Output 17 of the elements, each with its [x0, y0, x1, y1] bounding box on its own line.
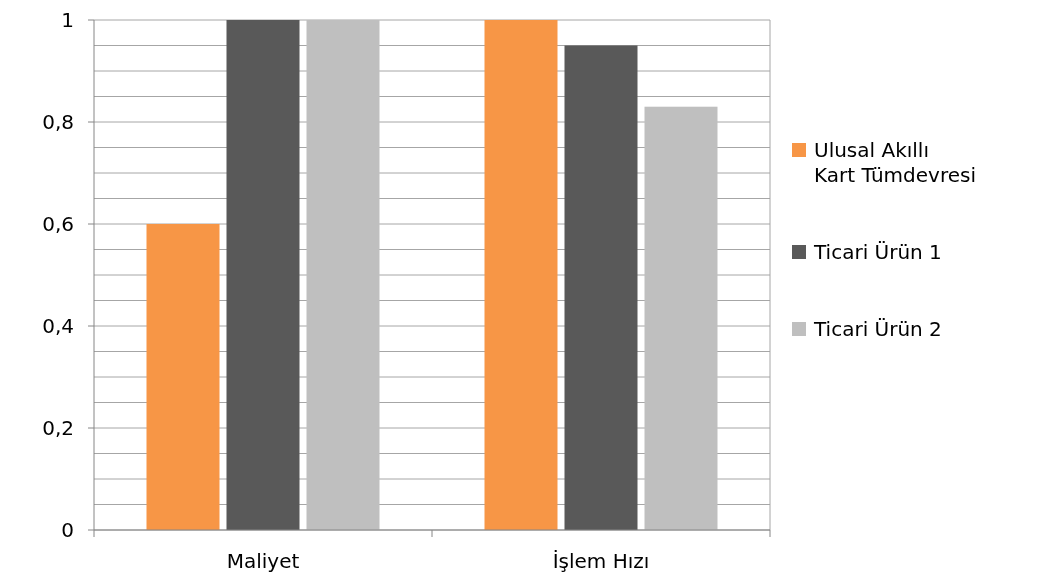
y-tick-label: 1: [61, 8, 74, 32]
bar: [484, 20, 558, 530]
x-tick-label: Maliyet: [226, 549, 300, 573]
bar: [644, 106, 718, 530]
bar: [564, 45, 638, 530]
y-tick-label: 0,4: [42, 314, 74, 338]
y-tick-label: 0,8: [42, 110, 74, 134]
y-tick-label: 0,2: [42, 416, 74, 440]
bar: [146, 224, 220, 530]
y-tick-label: 0,6: [42, 212, 74, 236]
legend-label: Ulusal Akıllı Kart Tümdevresi: [814, 138, 976, 187]
x-tick-label: İşlem Hızı: [552, 549, 650, 573]
bar: [306, 20, 380, 530]
y-tick-label: 0: [61, 518, 74, 542]
bar: [226, 20, 300, 530]
legend-label: Ticari Ürün 1: [813, 240, 942, 264]
legend-label: Ticari Ürün 2: [813, 317, 942, 341]
